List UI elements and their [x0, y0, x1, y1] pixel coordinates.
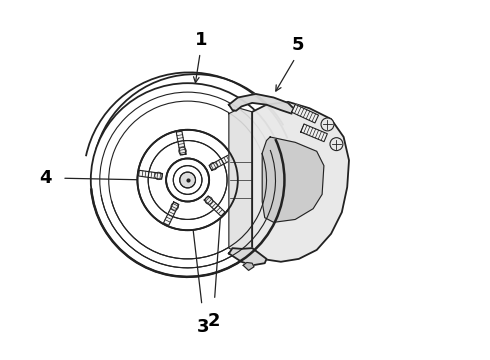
- Polygon shape: [262, 137, 324, 222]
- Circle shape: [171, 203, 178, 210]
- Polygon shape: [209, 154, 232, 170]
- Text: 3: 3: [197, 319, 210, 337]
- Circle shape: [210, 162, 218, 170]
- Polygon shape: [139, 170, 163, 179]
- Text: 4: 4: [39, 169, 51, 187]
- Circle shape: [179, 147, 186, 155]
- Polygon shape: [204, 196, 225, 216]
- Circle shape: [330, 138, 343, 150]
- Polygon shape: [176, 131, 186, 155]
- Polygon shape: [164, 202, 179, 225]
- Circle shape: [137, 130, 238, 230]
- Circle shape: [173, 166, 202, 194]
- Circle shape: [321, 118, 334, 131]
- Polygon shape: [229, 94, 294, 114]
- Polygon shape: [229, 248, 267, 265]
- Circle shape: [155, 172, 162, 180]
- Text: 1: 1: [195, 31, 207, 49]
- Circle shape: [166, 158, 209, 202]
- Polygon shape: [252, 102, 349, 262]
- Polygon shape: [292, 104, 319, 123]
- Circle shape: [205, 197, 213, 204]
- Polygon shape: [229, 108, 252, 253]
- Polygon shape: [243, 262, 254, 270]
- Circle shape: [91, 83, 285, 277]
- Circle shape: [180, 172, 196, 188]
- Text: 2: 2: [207, 312, 220, 330]
- Text: 5: 5: [292, 36, 304, 54]
- Polygon shape: [301, 124, 327, 141]
